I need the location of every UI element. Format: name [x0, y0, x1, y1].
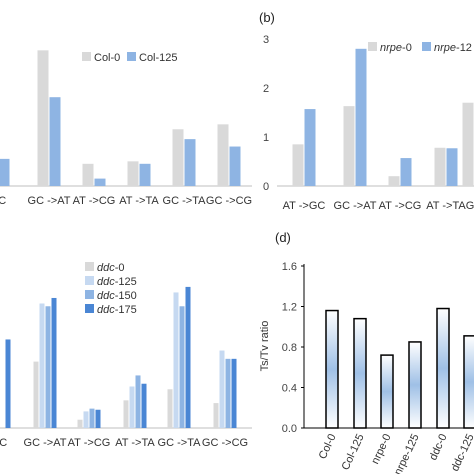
- x-tick-label-b: AT ->CG: [379, 200, 422, 212]
- bar-tstv-Col-0: [325, 309, 339, 429]
- x-tick-label-c: GC ->AT: [24, 437, 67, 449]
- y-tick-label-d: 0.4: [282, 383, 297, 395]
- y-tick-label-d: 1.6: [282, 261, 297, 273]
- bar-ddc-0-AT->TA: [123, 400, 129, 428]
- legend-label: ddc-125: [97, 276, 137, 288]
- bar-Col-0-GC->CG: [217, 124, 229, 186]
- x-tick-label-d: Col-125: [340, 432, 367, 472]
- bar-ddc-150-AT->TA: [135, 375, 141, 428]
- bar-ddc-150-GC->CG: [225, 358, 231, 428]
- x-tick-label-a: GC ->TA: [163, 195, 207, 207]
- y-tick-label-b: 0: [263, 181, 269, 193]
- legend-swatch: [85, 276, 94, 285]
- y-axis-title-d: Ts/Tv ratio: [259, 321, 271, 372]
- x-tick-label-d: ddc-125: [449, 432, 474, 473]
- y-tick-label-b: 3: [263, 34, 269, 46]
- bar-nrpe-0-GC->TA: [462, 102, 474, 186]
- x-tick-label-d: ddc-0: [427, 432, 450, 462]
- legend-swatch: [85, 304, 94, 313]
- bar-ddc-125-GC->TA: [173, 292, 179, 428]
- bar-ddc-125-GC->AT: [39, 303, 45, 428]
- legend-swatch: [85, 262, 94, 271]
- bar-nrpe-125-AT->TA: [446, 148, 458, 186]
- x-tick-label-b: AT ->GC: [283, 200, 326, 212]
- x-tick-label-b: AT ->TA: [426, 200, 466, 212]
- bar-nrpe-125-AT->CG: [400, 158, 412, 186]
- legend-label: ddc-150: [97, 290, 137, 302]
- bar-tstv-ddc-0: [436, 307, 450, 429]
- bar-ddc-175-AT->GC: [5, 339, 11, 428]
- bar-nrpe-0-AT->CG: [388, 176, 400, 186]
- x-tick-label-a: GC ->AT: [28, 195, 71, 207]
- bar-nrpe-125-GC->AT: [355, 48, 367, 186]
- x-tick-label-d: Col-0: [317, 432, 339, 461]
- bar-tstv-nrpe-0: [380, 354, 394, 429]
- panel-label-d: (d): [275, 230, 291, 245]
- bar-Col-125-AT->GC: [0, 158, 10, 186]
- legend-label: Col-125: [139, 52, 178, 64]
- bar-ddc-175-GC->AT: [51, 297, 57, 428]
- bar-Col-125-AT->CG: [94, 178, 106, 186]
- bar-Col-0-AT->TA: [127, 161, 139, 186]
- bar-Col-0-AT->CG: [82, 163, 94, 186]
- bar-ddc-175-GC->TA: [185, 286, 191, 428]
- bar-ddc-175-AT->TA: [141, 383, 147, 428]
- bar-Col-125-GC->CG: [229, 146, 241, 186]
- bar-nrpe-0-GC->AT: [343, 106, 355, 186]
- bar-Col-125-GC->AT: [49, 97, 61, 186]
- x-tick-label-a: AT ->CG: [73, 195, 116, 207]
- bar-ddc-0-GC->AT: [33, 361, 39, 428]
- bar-nrpe-125-AT->GC: [304, 109, 316, 186]
- bar-ddc-150-AT->CG: [89, 408, 95, 428]
- x-tick-label-b: GC ->AT: [334, 200, 377, 212]
- y-tick-label-d: 0.0: [282, 423, 297, 435]
- bar-Col-125-AT->TA: [139, 163, 151, 186]
- bar-ddc-0-GC->TA: [167, 389, 173, 428]
- y-tick-label-d: 0.8: [282, 342, 297, 354]
- x-tick-label-a: GC ->CG: [206, 195, 252, 207]
- bar-nrpe-0-AT->TA: [434, 147, 446, 186]
- legend-swatch: [368, 42, 377, 51]
- bar-Col-0-GC->AT: [37, 50, 49, 187]
- bar-ddc-175-GC->CG: [231, 358, 237, 428]
- legend-swatch: [85, 290, 94, 299]
- legend-label: ddc-0: [97, 262, 125, 274]
- bar-tstv-ddc-125: [463, 335, 474, 429]
- bar-ddc-0-GC->CG: [213, 403, 219, 428]
- bar-Col-0-GC->TA: [172, 129, 184, 186]
- legend-swatch: [422, 42, 431, 51]
- legend-label: ddc-175: [97, 304, 137, 316]
- x-tick-label-c: GC ->CG: [202, 437, 248, 449]
- y-tick-label-b: 1: [263, 132, 269, 144]
- y-tick-label-b: 2: [263, 83, 269, 95]
- bar-ddc-125-GC->CG: [219, 350, 225, 428]
- bar-ddc-150-GC->TA: [179, 306, 185, 428]
- bar-ddc-125-AT->TA: [129, 386, 135, 428]
- legend-label: Col-0: [94, 52, 120, 64]
- x-tick-label-b: GC: [466, 200, 474, 212]
- x-tick-label-a: GC: [0, 195, 6, 207]
- legend-swatch: [127, 52, 136, 61]
- bar-ddc-175-AT->CG: [95, 409, 101, 428]
- x-tick-label-c: GC ->TA: [158, 437, 202, 449]
- bar-nrpe-0-AT->GC: [292, 144, 304, 186]
- x-tick-label-d: nrpe-125: [392, 432, 421, 474]
- bar-ddc-0-AT->CG: [77, 419, 83, 428]
- x-tick-label-a: AT ->TA: [119, 195, 159, 207]
- y-tick-label-d: 1.2: [282, 302, 297, 314]
- bar-ddc-125-AT->CG: [83, 411, 89, 428]
- legend-label: nrpe-12: [434, 42, 472, 54]
- legend-swatch: [82, 52, 91, 61]
- x-tick-label-c: GC: [0, 437, 7, 449]
- legend-label: nrpe-0: [380, 42, 412, 54]
- bar-ddc-150-GC->AT: [45, 306, 51, 428]
- x-tick-label-c: AT ->CG: [68, 437, 111, 449]
- bar-tstv-Col-125: [353, 317, 367, 429]
- bar-Col-125-GC->TA: [184, 139, 196, 186]
- x-tick-label-c: AT ->TA: [115, 437, 155, 449]
- bar-tstv-nrpe-125: [408, 341, 422, 429]
- panel-label-b: (b): [259, 10, 275, 25]
- x-tick-label-d: nrpe-0: [369, 432, 393, 466]
